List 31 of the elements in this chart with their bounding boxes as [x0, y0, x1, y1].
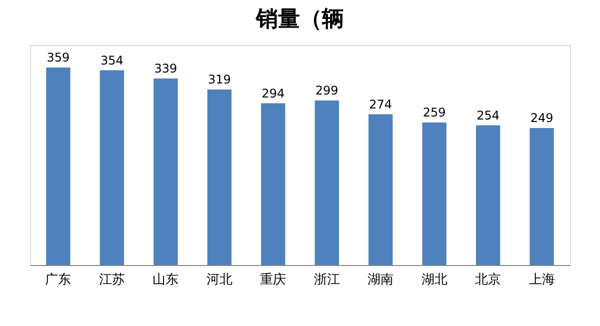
x-tick-label: 广东: [45, 272, 72, 288]
data-label: 274: [369, 97, 392, 112]
bar: [46, 68, 70, 265]
x-tick-label: 重庆: [260, 272, 286, 288]
data-label: 259: [422, 106, 446, 120]
bar: [530, 128, 554, 265]
x-tick-label: 山东: [152, 272, 179, 288]
data-label: 299: [315, 84, 338, 98]
x-tick-label: 河北: [206, 272, 232, 288]
data-label: 359: [46, 50, 70, 65]
bar: [368, 114, 393, 265]
x-tick-label: 浙江: [314, 272, 340, 288]
bar: [476, 125, 500, 265]
data-label: 354: [100, 53, 124, 68]
data-label: 249: [530, 111, 554, 126]
x-tick-label: 上海: [528, 272, 555, 288]
bar: [422, 122, 446, 265]
bar: [100, 70, 124, 265]
bar: [261, 103, 286, 265]
x-tick-label: 湖南: [368, 272, 394, 288]
bar: [207, 90, 232, 265]
x-tick-label: 江苏: [98, 272, 125, 288]
data-label: 294: [262, 86, 285, 100]
bar: [154, 78, 178, 265]
data-label: 319: [208, 72, 231, 87]
x-tick-label: 湖北: [421, 272, 448, 288]
data-label: 339: [154, 62, 178, 76]
data-label: 254: [476, 108, 500, 122]
bar: [314, 100, 339, 265]
chart-title: 销量（辆: [255, 7, 344, 32]
x-tick-label: 北京: [475, 272, 502, 288]
